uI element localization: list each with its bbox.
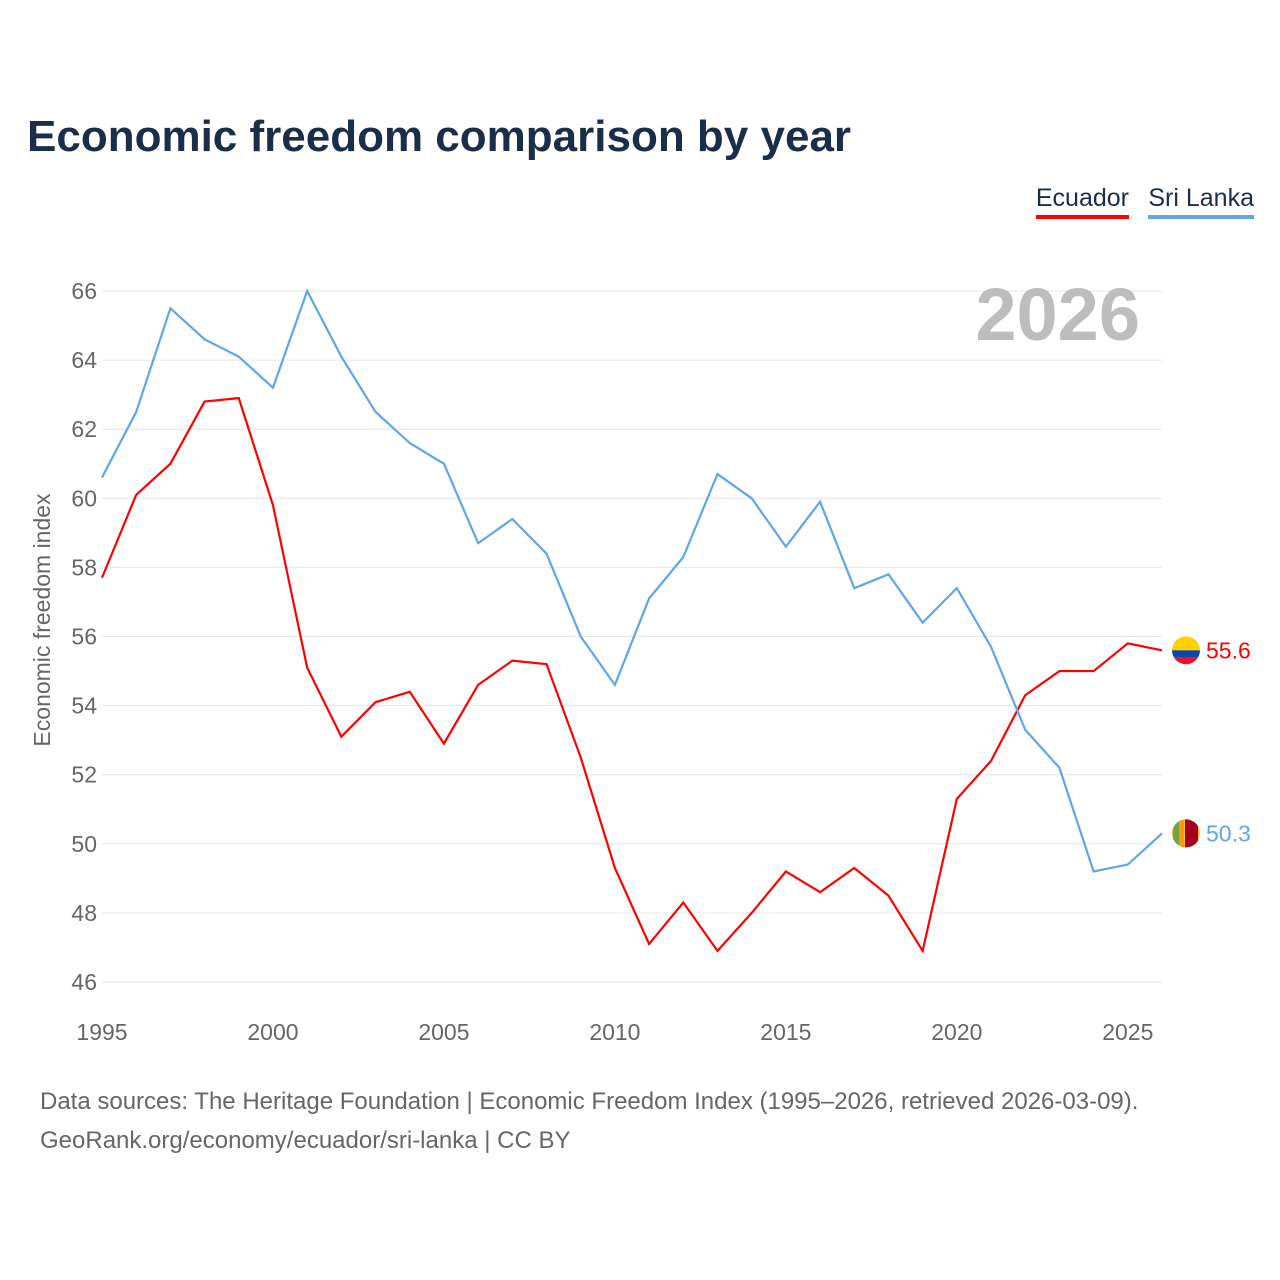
series-line-sri-lanka <box>101 288 1163 873</box>
y-tick-label: 62 <box>71 416 97 442</box>
x-tick-label: 1995 <box>76 1019 127 1045</box>
x-tick-label: 2005 <box>418 1019 469 1045</box>
y-tick-label: 52 <box>71 762 97 788</box>
y-tick-label: 66 <box>71 278 97 304</box>
y-tick-label: 60 <box>71 485 97 511</box>
series-line-ecuador <box>100 396 1163 954</box>
x-tick-label: 2000 <box>247 1019 298 1045</box>
chart-title: Economic freedom comparison by year <box>27 112 852 161</box>
end-value-label: 55.6 <box>1206 637 1251 663</box>
ecuador-flag-icon <box>1172 636 1200 665</box>
year-watermark: 2026 <box>975 273 1140 356</box>
legend-sri-lanka[interactable]: Sri Lanka <box>1148 184 1254 219</box>
y-tick-label: 56 <box>71 624 97 650</box>
footer-source: Data sources: The Heritage Foundation | … <box>40 1088 1139 1115</box>
x-tick-label: 2015 <box>760 1019 811 1045</box>
footer-link[interactable]: GeoRank.org/economy/ecuador/sri-lanka | … <box>40 1127 571 1154</box>
y-axis-label: Economic freedom index <box>29 493 55 747</box>
y-tick-label: 48 <box>71 900 97 926</box>
y-tick-label: 58 <box>71 554 97 580</box>
end-value-label: 50.3 <box>1206 820 1251 846</box>
x-tick-label: 2025 <box>1102 1019 1153 1045</box>
y-tick-label: 54 <box>71 693 97 719</box>
x-tick-label: 2020 <box>931 1019 982 1045</box>
y-tick-label: 50 <box>71 831 97 857</box>
x-tick-label: 2010 <box>589 1019 640 1045</box>
sri-lanka-flag-icon <box>1172 819 1200 848</box>
legend-ecuador[interactable]: Ecuador <box>1035 184 1129 219</box>
y-tick-label: 46 <box>71 969 97 995</box>
y-tick-label: 64 <box>71 347 97 373</box>
